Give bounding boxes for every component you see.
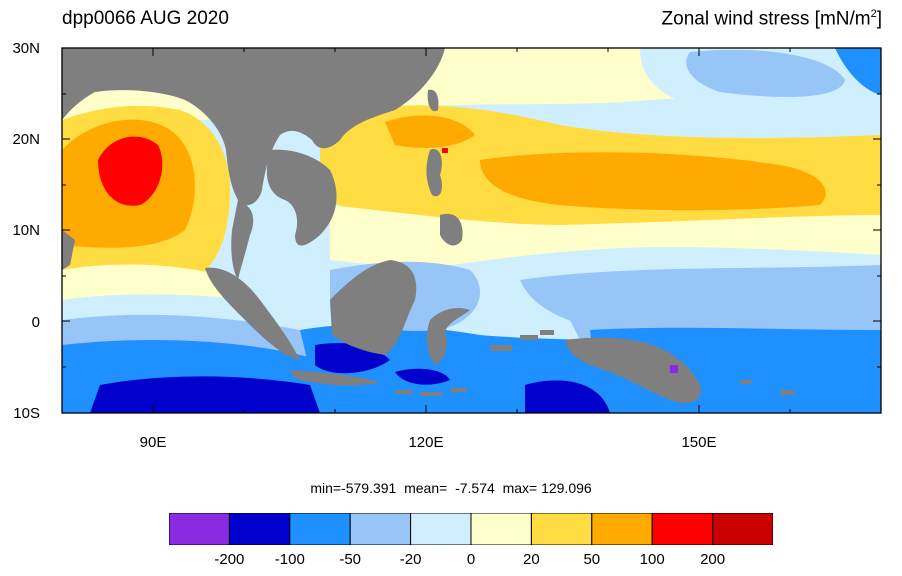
lon-label: 90E	[140, 434, 167, 451]
colorbar-label: 50	[583, 551, 601, 568]
colorbar-label: 200	[700, 551, 726, 568]
map-plot-area	[62, 48, 881, 413]
colorbar-label: 20	[523, 551, 540, 568]
lat-label: 10N	[12, 222, 40, 239]
zone-dark-blue-arafura	[525, 380, 610, 413]
colorbar-label: 100	[639, 551, 665, 568]
zone-dark-blue-sw	[90, 376, 320, 413]
zone-orange-pacific	[480, 152, 826, 211]
colorbar-swatch	[228, 513, 291, 545]
colorbar-swatch	[289, 513, 351, 545]
land-masses	[62, 48, 794, 404]
map-title: dpp0066 AUG 2020	[62, 8, 229, 29]
colorbar-label: 0	[466, 551, 476, 568]
colorbar-swatch	[591, 513, 653, 545]
zone-orange-scs	[385, 115, 475, 148]
lon-label: 120E	[408, 434, 443, 451]
stats-line: min=-579.391 mean= -7.574 max= 129.096	[310, 480, 592, 496]
colorbar-label: -50	[339, 551, 362, 568]
land-asia	[62, 48, 445, 206]
zone-mid-blue-ne	[835, 48, 881, 95]
colorbar-label: -20	[399, 551, 422, 568]
zone-blue-ne	[686, 49, 845, 97]
lat-label: 0	[32, 314, 40, 331]
colorbar-label: -100	[274, 551, 305, 568]
lat-label: 20N	[12, 131, 40, 148]
colorbar-swatch	[530, 513, 593, 545]
lat-label: 30N	[12, 40, 40, 57]
variable-title: Zonal wind stress [mN/m2]	[661, 8, 882, 30]
lon-label: 150E	[681, 434, 716, 451]
zone-dark-blue-flores	[395, 368, 450, 385]
colorbar-swatch	[349, 513, 412, 545]
colorbar-swatch	[651, 513, 714, 545]
map-figure: 30N 20N 10N 0 10S 90E 120E 150E	[12, 40, 882, 451]
colorbar-swatch	[712, 513, 773, 545]
zone-red-spot	[442, 148, 448, 153]
lat-label: 10S	[13, 405, 40, 422]
colorbar-label: -200	[214, 551, 245, 568]
axis-ticks	[62, 47, 881, 414]
colorbar-swatch	[169, 513, 230, 545]
colorbar	[169, 513, 773, 545]
lon-labels: 90E 120E 150E	[140, 434, 717, 451]
zone-red-bay	[98, 136, 163, 206]
colorbar-swatch	[470, 513, 532, 545]
lat-labels: 30N 20N 10N 0 10S	[12, 40, 40, 422]
zone-purple-spot	[670, 365, 678, 373]
colorbar-swatch	[410, 513, 472, 545]
zone-light-yellow-mid	[330, 205, 881, 270]
